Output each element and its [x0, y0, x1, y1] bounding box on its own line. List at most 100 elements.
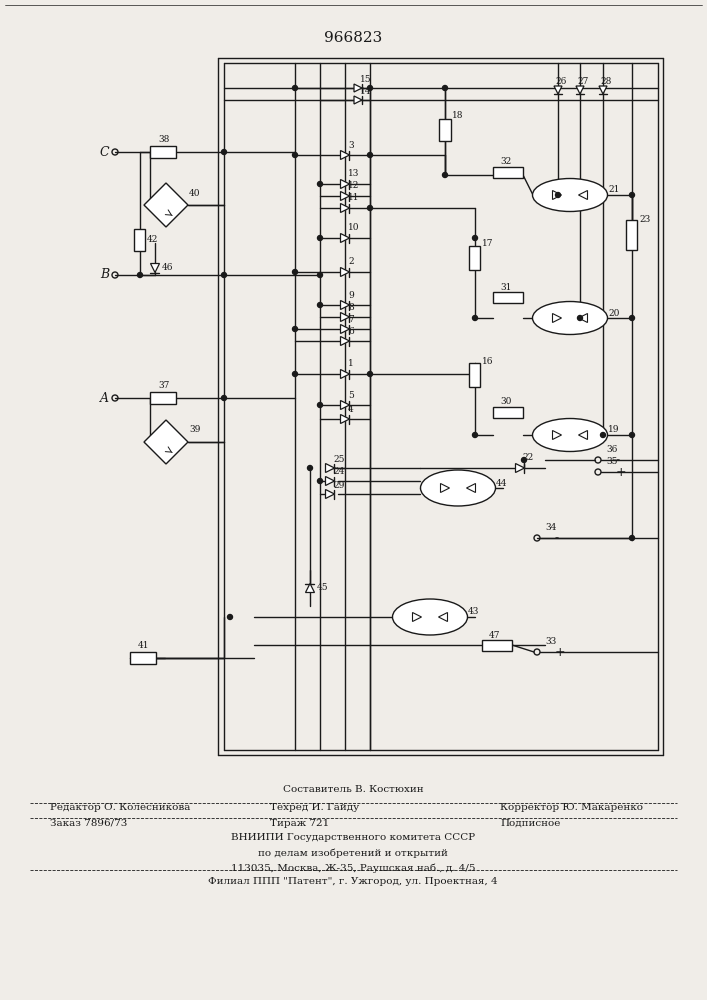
Bar: [493, 166, 523, 178]
Text: 6: 6: [348, 328, 354, 336]
Polygon shape: [151, 263, 160, 272]
Bar: [493, 406, 523, 418]
Text: 36: 36: [606, 446, 617, 454]
Text: 20: 20: [608, 308, 619, 318]
Text: 18: 18: [452, 111, 464, 120]
Circle shape: [293, 326, 298, 332]
Text: 15: 15: [360, 75, 372, 84]
Circle shape: [600, 432, 605, 438]
Polygon shape: [354, 84, 362, 92]
Bar: [482, 640, 512, 650]
Polygon shape: [552, 430, 561, 440]
Circle shape: [368, 86, 373, 91]
Bar: [150, 392, 176, 404]
Text: 34: 34: [545, 524, 556, 532]
Text: 26: 26: [555, 77, 566, 86]
Circle shape: [221, 149, 226, 154]
Text: 3: 3: [348, 140, 354, 149]
Circle shape: [578, 316, 583, 320]
Text: 17: 17: [482, 239, 493, 248]
Circle shape: [308, 466, 312, 471]
Circle shape: [522, 458, 527, 462]
Circle shape: [629, 192, 634, 198]
Text: 24: 24: [333, 468, 344, 477]
Text: 44: 44: [496, 479, 508, 488]
Text: 10: 10: [348, 224, 359, 232]
Circle shape: [368, 371, 373, 376]
Circle shape: [293, 269, 298, 274]
Polygon shape: [341, 192, 349, 200]
Text: 22: 22: [522, 454, 533, 462]
Text: 45: 45: [317, 584, 329, 592]
Text: 47: 47: [489, 631, 501, 640]
Polygon shape: [325, 489, 334, 498]
Circle shape: [443, 172, 448, 178]
Text: 28: 28: [600, 77, 612, 86]
Text: A: A: [100, 391, 109, 404]
Circle shape: [317, 235, 322, 240]
Text: 16: 16: [482, 357, 493, 365]
Text: 2: 2: [348, 257, 354, 266]
Text: 29: 29: [333, 481, 344, 489]
Text: 41: 41: [138, 642, 149, 650]
Circle shape: [317, 182, 322, 186]
Text: 46: 46: [162, 263, 173, 272]
Text: 21: 21: [608, 186, 619, 194]
Polygon shape: [515, 464, 525, 473]
Text: 32: 32: [500, 157, 511, 166]
Polygon shape: [467, 484, 476, 492]
Polygon shape: [325, 477, 334, 486]
Text: 19: 19: [608, 426, 619, 434]
Text: 40: 40: [189, 188, 201, 198]
Circle shape: [293, 371, 298, 376]
Text: Подписное: Подписное: [500, 818, 561, 828]
Circle shape: [221, 395, 226, 400]
Text: 42: 42: [147, 235, 158, 244]
Polygon shape: [412, 612, 421, 621]
Polygon shape: [576, 86, 584, 94]
Polygon shape: [341, 300, 349, 310]
Polygon shape: [341, 369, 349, 378]
Polygon shape: [440, 484, 450, 492]
Text: ВНИИПИ Государственного комитета СССР: ВНИИПИ Государственного комитета СССР: [231, 834, 475, 842]
Polygon shape: [578, 430, 588, 440]
Bar: [130, 652, 156, 664]
Bar: [469, 363, 481, 387]
Circle shape: [317, 402, 322, 408]
Ellipse shape: [532, 418, 607, 452]
Bar: [150, 146, 176, 158]
Text: 35: 35: [606, 458, 617, 466]
Polygon shape: [341, 336, 349, 346]
Polygon shape: [144, 420, 188, 464]
Text: 11: 11: [348, 194, 359, 202]
Polygon shape: [341, 324, 349, 334]
Circle shape: [317, 479, 322, 484]
Text: Тираж 721: Тираж 721: [270, 818, 329, 828]
Text: 8: 8: [348, 304, 354, 312]
Polygon shape: [341, 233, 349, 242]
Bar: [469, 246, 481, 270]
Text: +: +: [555, 646, 566, 658]
Polygon shape: [341, 414, 349, 424]
Circle shape: [472, 432, 477, 438]
Text: Составитель В. Костюхин: Составитель В. Костюхин: [283, 786, 423, 794]
Circle shape: [629, 316, 634, 320]
Text: 5: 5: [348, 391, 354, 400]
Polygon shape: [325, 464, 334, 473]
Text: 31: 31: [500, 282, 511, 292]
Circle shape: [472, 316, 477, 320]
Text: 1: 1: [348, 360, 354, 368]
Text: 38: 38: [158, 135, 170, 144]
Text: 966823: 966823: [324, 31, 382, 45]
Circle shape: [293, 86, 298, 91]
Circle shape: [629, 536, 634, 540]
Text: -: -: [555, 532, 559, 544]
Circle shape: [317, 272, 322, 277]
Text: 12: 12: [348, 182, 359, 190]
Bar: [493, 292, 523, 302]
Polygon shape: [438, 612, 448, 621]
Polygon shape: [552, 314, 561, 322]
Circle shape: [629, 432, 634, 438]
Text: Корректор Ю. Макаренко: Корректор Ю. Макаренко: [500, 804, 643, 812]
Ellipse shape: [421, 470, 496, 506]
